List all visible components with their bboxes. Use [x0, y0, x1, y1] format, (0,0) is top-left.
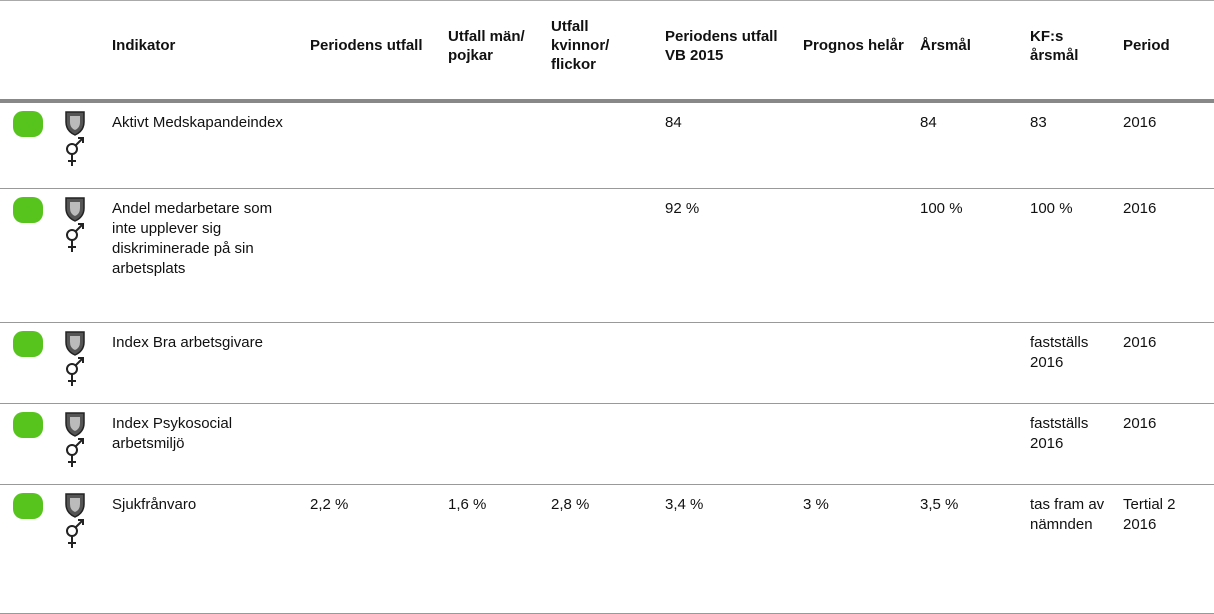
indicator-name: Aktivt Medskapandeindex — [104, 100, 302, 189]
icon-cell — [52, 322, 104, 404]
table-cell — [657, 403, 795, 485]
column-header: Period — [1115, 0, 1214, 103]
table-cell: 92 % — [657, 188, 795, 323]
status-dot — [13, 412, 43, 438]
icon-cell — [52, 484, 104, 614]
icon-cell — [52, 100, 104, 189]
status-dot — [13, 493, 43, 519]
table-cell — [912, 322, 1022, 404]
indicator-icons — [65, 197, 85, 252]
status-cell — [0, 322, 52, 404]
table-cell: 3 % — [795, 484, 912, 614]
table-cell: 2,8 % — [543, 484, 657, 614]
table-cell: 83 — [1022, 100, 1115, 189]
table-cell: 100 % — [1022, 188, 1115, 323]
table-cell — [543, 188, 657, 323]
status-cell — [0, 188, 52, 323]
table-cell — [795, 322, 912, 404]
table-row: Index Psykosocial arbetsmiljö fastställs … — [0, 403, 1214, 485]
table-cell — [302, 100, 440, 189]
column-header: Årsmål — [912, 0, 1022, 103]
table-cell — [795, 403, 912, 485]
table-cell: fastställs 2016 — [1022, 322, 1115, 404]
table-cell — [795, 100, 912, 189]
table-cell — [657, 322, 795, 404]
table-cell — [543, 403, 657, 485]
table-cell — [912, 403, 1022, 485]
table-cell — [440, 322, 543, 404]
column-header: Periodens utfall — [302, 0, 440, 103]
table-cell: 2016 — [1115, 403, 1214, 485]
table-cell: 2016 — [1115, 322, 1214, 404]
status-dot — [13, 331, 43, 357]
table-row: Andel medarbetare som inte upplever sig … — [0, 188, 1214, 323]
status-cell — [0, 484, 52, 614]
table-row: Sjukfrånvaro 2,2 % 1,6 % 2,8 % 3,4 % 3 % 3,5 %… — [0, 484, 1214, 614]
column-header: Periodens utfall VB 2015 — [657, 0, 795, 103]
column-header: Utfall kvinnor/ flickor — [543, 0, 657, 103]
column-header: Prognos helår — [795, 0, 912, 103]
table-cell — [440, 403, 543, 485]
table-cell: 2016 — [1115, 100, 1214, 189]
table-row: Index Bra arbetsgivare fastställs 2016 201… — [0, 322, 1214, 404]
indicator-name: Index Bra arbetsgivare — [104, 322, 302, 404]
table-cell — [302, 403, 440, 485]
header-row: Indikator Periodens utfall Utfall män/ poj… — [0, 0, 1214, 103]
column-header: KF:s årsmål — [1022, 0, 1115, 103]
indicator-icons — [65, 412, 85, 467]
table-cell — [440, 100, 543, 189]
table-cell — [440, 188, 543, 323]
indicator-name: Andel medarbetare som inte upplever sig … — [104, 188, 302, 323]
table-cell: 84 — [657, 100, 795, 189]
table-cell: fastställs 2016 — [1022, 403, 1115, 485]
indicator-name: Index Psykosocial arbetsmiljö — [104, 403, 302, 485]
table-cell: 1,6 % — [440, 484, 543, 614]
status-dot — [13, 197, 43, 223]
table-row: Aktivt Medskapandeindex 84 84 83 2016 — [0, 100, 1214, 189]
table-cell — [302, 322, 440, 404]
icon-cell — [52, 403, 104, 485]
table-cell: tas fram av nämnden — [1022, 484, 1115, 614]
indicator-icons — [65, 331, 85, 386]
column-header: Indikator — [104, 0, 302, 103]
table-cell — [543, 100, 657, 189]
table-cell — [302, 188, 440, 323]
table-cell: 2016 — [1115, 188, 1214, 323]
status-cell — [0, 100, 52, 189]
indicator-icons — [65, 110, 85, 166]
indicator-icons — [65, 493, 85, 548]
indicator-name: Sjukfrånvaro — [104, 484, 302, 614]
table-cell: 2,2 % — [302, 484, 440, 614]
icon-cell — [52, 188, 104, 323]
status-cell — [0, 403, 52, 485]
table-cell: 3,4 % — [657, 484, 795, 614]
table-cell: Tertial 2 2016 — [1115, 484, 1214, 614]
table-cell: 84 — [912, 100, 1022, 189]
column-header: Utfall män/ pojkar — [440, 0, 543, 103]
table-cell — [795, 188, 912, 323]
status-dot — [13, 110, 43, 137]
table-cell: 100 % — [912, 188, 1022, 323]
table-cell: 3,5 % — [912, 484, 1022, 614]
table-cell — [543, 322, 657, 404]
